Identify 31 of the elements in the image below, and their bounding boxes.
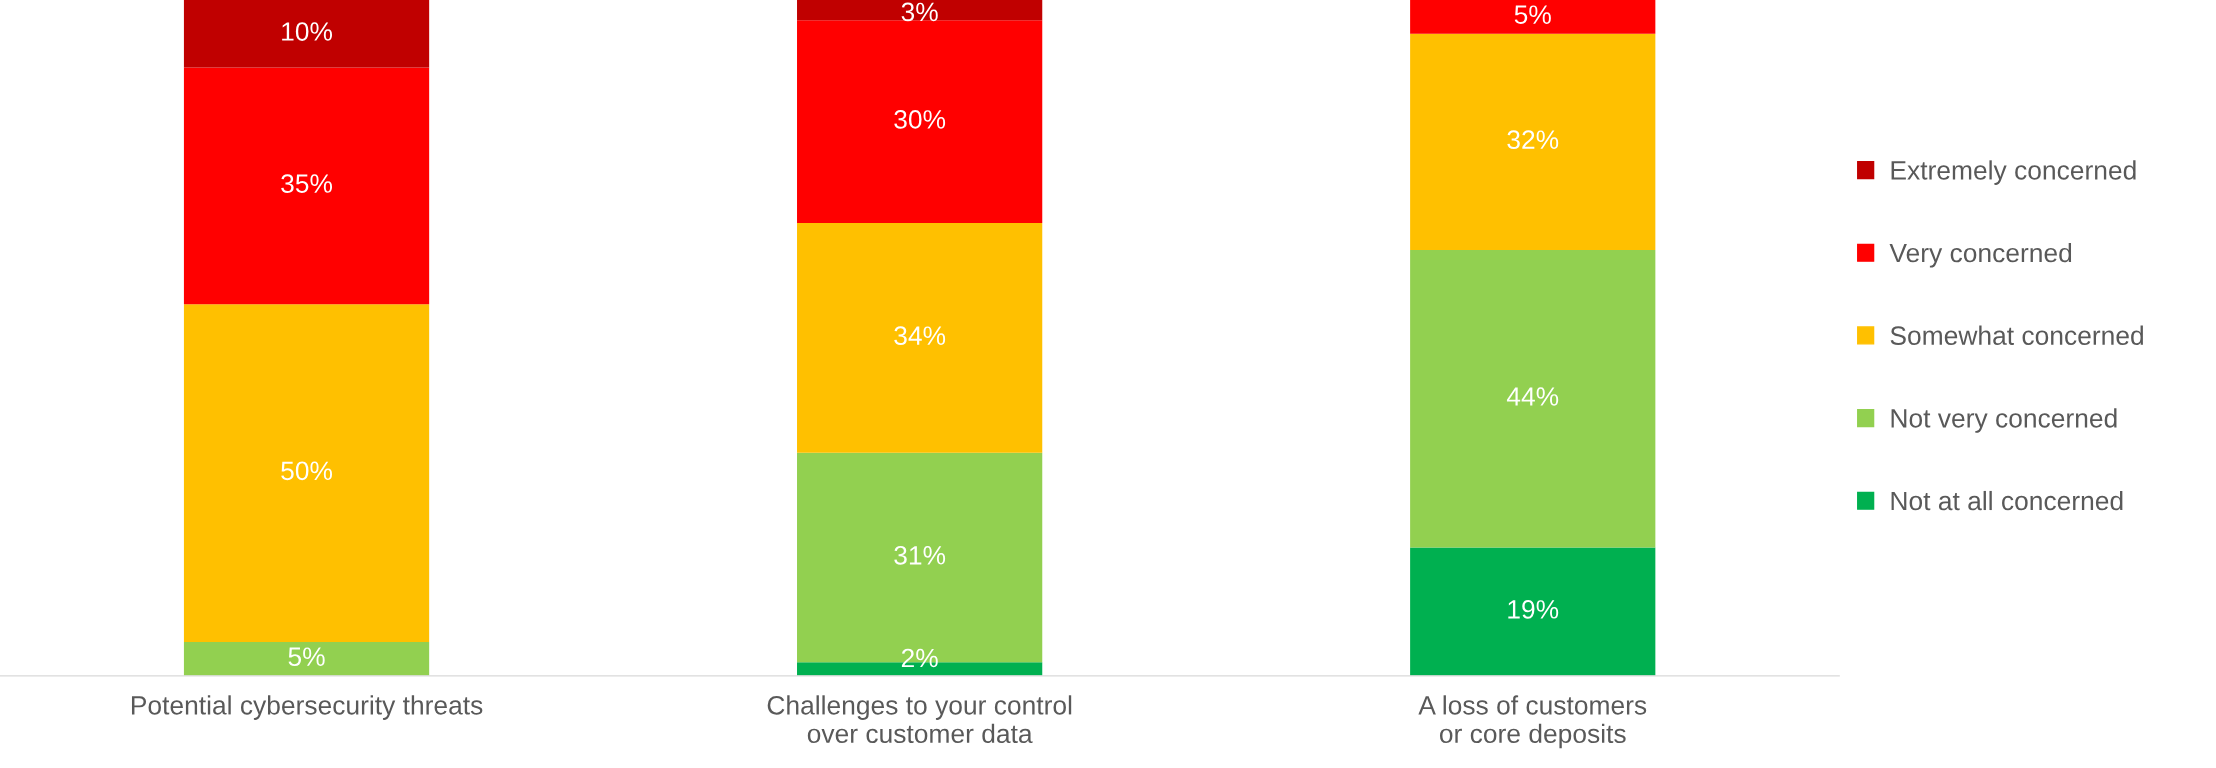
bar: [1410, 33, 1656, 251]
bar: [183, 67, 430, 305]
bar: [1410, 0, 1656, 34]
data-label: 3%: [901, 2, 938, 22]
data-label: 34%: [894, 326, 946, 345]
x-tick-label: Potential cybersecurity threats: [131, 695, 483, 720]
data-label: 30%: [894, 110, 946, 129]
data-label: 32%: [1507, 130, 1559, 150]
legend-label: Not at all concerned: [1891, 490, 2123, 511]
data-label: 44%: [1506, 387, 1559, 406]
bar: [797, 223, 1043, 453]
legend-label: Very concerned: [1889, 242, 2072, 268]
bar: [797, 0, 1043, 21]
data-label: 5%: [1514, 5, 1551, 24]
bar: [183, 0, 430, 68]
data-label: 19%: [1508, 600, 1559, 619]
bar: [183, 304, 430, 643]
data-label: 10%: [282, 22, 333, 41]
x-tick-label: A loss of customers or core deposits: [1418, 695, 1647, 749]
x-tick-label: Challenges to your control over customer data: [767, 695, 1072, 744]
bar: [183, 642, 430, 676]
data-label: 50%: [281, 461, 333, 481]
bar: [797, 20, 1043, 224]
legend-label: Extremely concerned: [1891, 160, 2136, 185]
data-label: 31%: [894, 545, 946, 565]
data-label: 35%: [281, 174, 333, 193]
bar: [1410, 547, 1656, 676]
bar: [1410, 250, 1656, 548]
legend-label: Not very concerned: [1891, 408, 2117, 433]
legend-label: Somewhat concerned: [1890, 325, 2143, 345]
data-label: 5%: [288, 647, 325, 667]
